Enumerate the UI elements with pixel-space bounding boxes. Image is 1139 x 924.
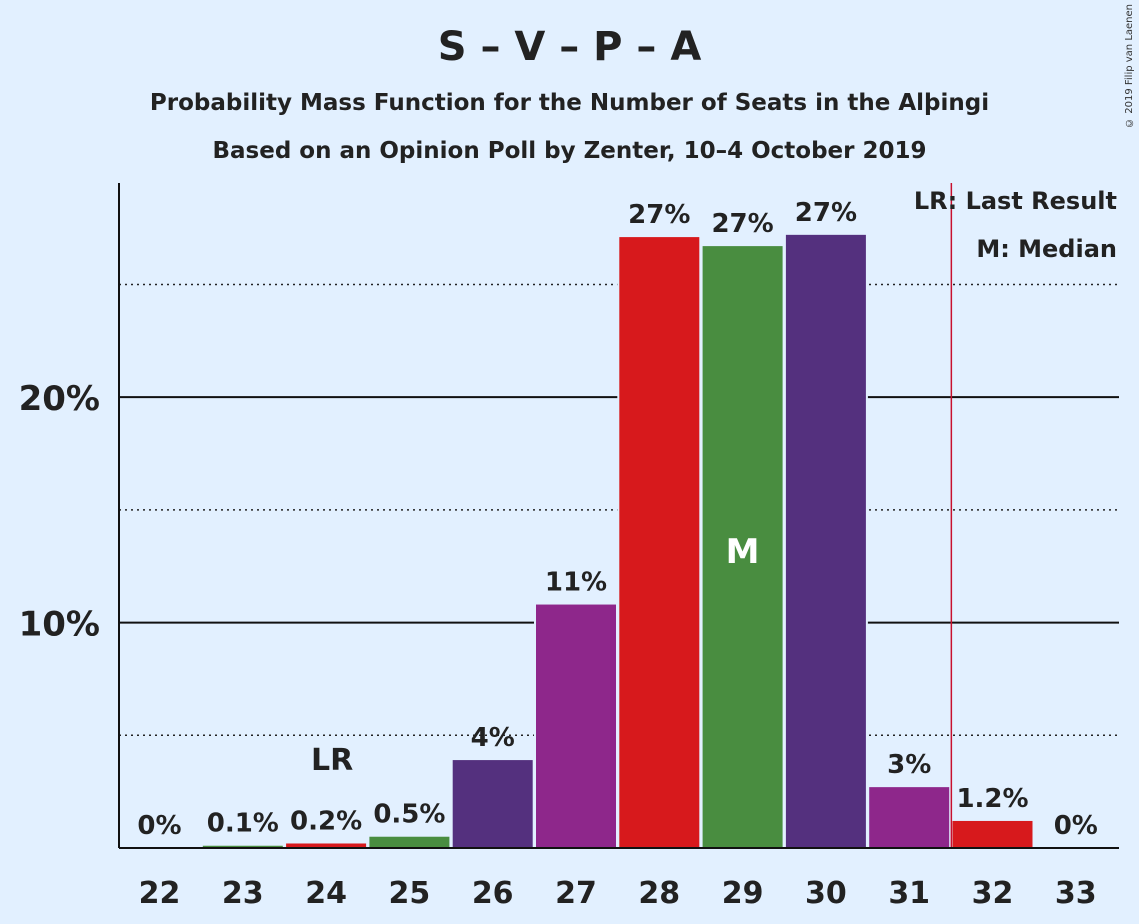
bars: [200, 232, 1035, 849]
x-tick-label: 23: [222, 876, 264, 911]
chart-title: S – V – P – A: [437, 24, 702, 70]
x-tick-label: 28: [638, 876, 680, 911]
bar-value-label: 0.1%: [207, 809, 279, 839]
x-tick-label: 22: [139, 876, 181, 911]
bar-29: [702, 246, 783, 848]
bar-28: [619, 237, 700, 849]
y-tick-label: 20%: [19, 379, 100, 419]
bar-23: [202, 845, 283, 848]
bar-31: [869, 787, 950, 848]
bar-value-label: 27%: [628, 200, 690, 230]
bar-value-label: 0.5%: [373, 800, 445, 830]
legend-last-result: LR: Last Result: [914, 187, 1117, 215]
bar-value-label: 0.2%: [290, 806, 362, 836]
bar-24: [286, 843, 367, 848]
chart-subtitle: Probability Mass Function for the Number…: [149, 90, 990, 116]
bar-value-label: 11%: [545, 568, 607, 598]
last-result-marker: LR: [311, 743, 353, 778]
x-tick-label: 33: [1055, 876, 1097, 911]
axes: 10% 20% 22 23 24 25 26 27 28 29 30 31 32 33: [19, 183, 1119, 911]
x-tick-label: 31: [888, 876, 930, 911]
bar-32: [952, 820, 1033, 848]
x-tick-label: 27: [555, 876, 597, 911]
bar-25: [369, 836, 450, 848]
bar-27: [536, 604, 616, 848]
bar-value-label: 3%: [887, 750, 931, 780]
bar-value-label: 4%: [471, 723, 515, 753]
bar-30: [785, 234, 866, 848]
bar-26: [452, 760, 533, 848]
bar-value-label: 0%: [137, 811, 181, 841]
bar-value-label: 27%: [711, 209, 773, 239]
x-tick-label: 26: [472, 876, 514, 911]
x-tick-label: 25: [389, 876, 431, 911]
chart-subtitle-poll: Based on an Opinion Poll by Zenter, 10–4…: [212, 138, 927, 164]
x-tick-label: 32: [972, 876, 1014, 911]
bar-labels: 0% 0.1% 0.2% LR 0.5% 4% 11% 27% 27% M 27% 3% 1.2% 0%: [137, 198, 1097, 841]
bar-value-label: 27%: [795, 198, 857, 228]
x-tick-label: 29: [722, 876, 764, 911]
x-tick-label: 30: [805, 876, 847, 911]
median-marker: M: [726, 532, 760, 572]
x-tick-label: 24: [305, 876, 347, 911]
legend-median: M: Median: [976, 235, 1117, 263]
bar-value-label: 0%: [1054, 811, 1098, 841]
y-tick-label: 10%: [19, 605, 100, 645]
bar-value-label: 1.2%: [956, 784, 1028, 814]
